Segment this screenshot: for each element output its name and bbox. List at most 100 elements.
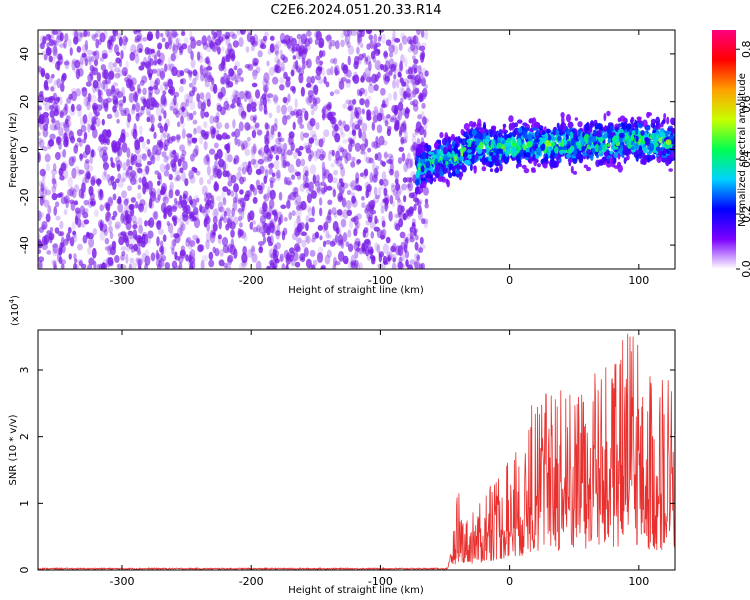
spectrogram-noise-cell [332, 187, 336, 193]
spectrogram-noise-cell [294, 199, 299, 206]
spectrogram-noise-cell [171, 260, 178, 269]
spectrogram-noise-cell [347, 243, 354, 253]
spectrogram-signal-cell [416, 162, 422, 168]
spectrogram-signal-cell [640, 129, 645, 136]
spectrogram-noise-cell [373, 186, 378, 197]
spectrogram-signal-cell [566, 130, 571, 135]
spectrogram-noise-cell [241, 166, 247, 175]
spectrogram-noise-cell [276, 104, 281, 114]
spectrogram-noise-cell [94, 85, 100, 92]
spectrogram-noise-cell [155, 30, 160, 40]
spectrogram-noise-cell [70, 103, 75, 113]
spectrogram-signal-cell [515, 163, 519, 169]
spectrogram-noise-cell [359, 98, 365, 106]
spectrogram-noise-cell [38, 131, 41, 137]
spectrogram-noise-cell [104, 246, 111, 251]
spectrogram-noise-cell [274, 44, 280, 55]
spectrogram-noise-cell [237, 227, 242, 239]
spectrogram-noise-cell [381, 220, 386, 228]
spectrogram-noise-cell [347, 30, 352, 37]
spectrogram-noise-cell [385, 236, 391, 244]
spectrogram-noise-cell [124, 209, 129, 221]
spectrogram-noise-cell [306, 76, 312, 85]
spectrogram-noise-cell [47, 140, 52, 150]
spectrogram-noise-cell [404, 57, 408, 68]
spectrogram-noise-cell [397, 245, 404, 257]
spectrogram-noise-cell [92, 51, 97, 56]
spectrogram-signal-cell [433, 176, 437, 183]
spectrogram-noise-cell [264, 122, 269, 130]
spectrogram-signal-cell [531, 117, 537, 126]
spectrogram-noise-cell [371, 73, 378, 84]
spectrogram-noise-cell [55, 136, 62, 144]
spectrogram-noise-cell [418, 71, 424, 79]
spectrogram-noise-cell [347, 55, 351, 66]
spectrogram-signal-cell [656, 155, 662, 164]
spectrogram-noise-cell [252, 69, 258, 80]
spectrogram-y-tick-label: 0 [18, 146, 31, 153]
spectrogram-signal-cell [414, 178, 420, 187]
spectrogram-x-tick-label: 0 [506, 274, 513, 287]
spectrogram-noise-cell [298, 145, 304, 151]
spectrogram-signal-cell [460, 171, 464, 177]
spectrogram-noise-cell [126, 147, 131, 159]
spectrogram-noise-cell [302, 165, 309, 176]
spectrogram-noise-cell [98, 132, 103, 138]
spectrogram-noise-cell [95, 30, 102, 38]
spectrogram-noise-cell [335, 150, 341, 161]
spectrogram-noise-cell [354, 262, 361, 269]
spectrogram-noise-cell [368, 214, 374, 220]
spectrogram-noise-cell [192, 119, 198, 125]
spectrogram-noise-cell [73, 36, 79, 45]
spectrogram-noise-cell [345, 79, 352, 89]
spectrogram-signal-cell [658, 137, 663, 144]
spectrogram-noise-cell [274, 50, 279, 57]
spectrogram-noise-cell [310, 75, 316, 84]
spectrogram-noise-cell [392, 188, 399, 197]
spectrogram-noise-cell [323, 76, 327, 85]
spectrogram-noise-cell [364, 67, 371, 78]
spectrogram-noise-cell [42, 128, 49, 138]
spectrogram-noise-cell [195, 126, 202, 135]
spectrogram-noise-cell [137, 83, 141, 93]
spectrogram-noise-cell [357, 35, 361, 46]
spectrogram-noise-cell [275, 172, 281, 181]
spectrogram-noise-cell [180, 245, 186, 252]
spectrogram-noise-cell [401, 139, 408, 144]
spectrogram-noise-cell [398, 256, 403, 264]
spectrogram-noise-cell [389, 117, 395, 123]
spectrogram-noise-cell [352, 74, 360, 85]
spectrogram-noise-cell [98, 263, 103, 269]
spectrogram-signal-cell [657, 122, 661, 130]
spectrogram-signal-cell [475, 123, 482, 128]
spectrogram-noise-cell [411, 147, 415, 153]
spectrogram-noise-cell [244, 90, 249, 96]
spectrogram-noise-cell [177, 42, 182, 51]
spectrogram-y-tick-label: 40 [18, 47, 31, 61]
spectrogram-noise-cell [161, 255, 167, 262]
spectrogram-noise-cell [120, 49, 124, 60]
spectrogram-noise-cell [43, 79, 49, 90]
spectrogram-signal-cell [630, 133, 635, 142]
spectrogram-noise-cell [216, 39, 221, 48]
spectrogram-noise-cell [338, 184, 345, 194]
spectrogram-noise-cell [73, 233, 78, 243]
spectrogram-noise-cell [250, 185, 256, 193]
spectrogram-noise-cell [154, 87, 161, 95]
spectrogram-signal-cell [665, 158, 670, 167]
spectrogram-noise-cell [172, 160, 177, 167]
spectrogram-signal-cell [613, 137, 618, 142]
spectrogram-noise-cell [269, 198, 275, 210]
spectrogram-signal-cell [456, 163, 460, 171]
spectrogram-noise-cell [144, 249, 150, 256]
spectrogram-noise-cell [326, 185, 333, 191]
spectrogram-noise-cell [156, 236, 160, 247]
spectrogram-noise-cell [87, 123, 91, 133]
spectrogram-noise-cell [397, 71, 402, 78]
spectrogram-noise-cell [172, 238, 177, 248]
spectrogram-noise-cell [287, 194, 292, 200]
spectrogram-noise-cell [233, 65, 238, 71]
spectrogram-signal-cell [425, 152, 429, 160]
spectrogram-noise-cell [65, 136, 69, 146]
spectrogram-signal-cell [642, 119, 648, 128]
